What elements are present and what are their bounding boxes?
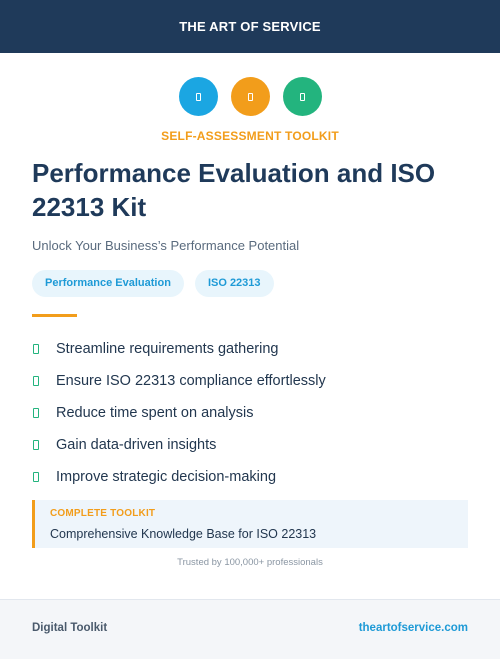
green-circle-icon [282,77,322,116]
benefit-text: Improve strategic decision-making [56,469,277,485]
footer: Digital Toolkit theartofservice.com [0,599,500,659]
toolkit-callout: COMPLETE TOOLKIT Comprehensive Knowledge… [32,500,468,548]
benefit-text: Gain data-driven insights [56,437,217,453]
brand-name: THE ART OF SERVICE [179,19,321,34]
tag-list: Performance Evaluation ISO 22313 [32,270,274,297]
blue-glyph-icon [195,92,201,101]
list-item: Ensure ISO 22313 compliance effortlessly [32,365,326,397]
check-icon [33,344,39,354]
top-banner: THE ART OF SERVICE [0,0,500,53]
footer-label: Digital Toolkit [32,622,108,634]
orange-circle-icon [230,77,270,116]
check-icon [33,440,39,450]
benefit-text: Ensure ISO 22313 compliance effortlessly [56,373,326,389]
page-title: Performance Evaluation and ISO 22313 Kit [32,158,436,222]
icon-row [0,77,500,116]
footer-link[interactable]: theartofservice.com [358,622,468,634]
trust-note: Trusted by 100,000+ professionals [177,557,323,568]
callout-label: COMPLETE TOOLKIT [50,508,156,519]
benefit-text: Reduce time spent on analysis [56,405,254,421]
list-item: Gain data-driven insights [32,429,326,461]
benefit-list: Streamline requirements gathering Ensure… [32,333,326,493]
tag-performance-evaluation: Performance Evaluation [32,270,184,297]
list-item: Reduce time spent on analysis [32,397,326,429]
list-item: Improve strategic decision-making [32,461,326,493]
eyebrow-label: SELF-ASSESSMENT TOOLKIT [161,129,339,143]
page-subtitle: Unlock Your Business’s Performance Poten… [32,238,300,253]
accent-divider [32,314,77,317]
check-icon [33,472,39,482]
callout-value: Comprehensive Knowledge Base for ISO 223… [50,527,317,541]
benefit-text: Streamline requirements gathering [56,341,279,357]
green-glyph-icon [299,92,305,101]
blue-circle-icon [178,77,218,116]
tag-iso-22313: ISO 22313 [194,270,274,297]
check-icon [33,376,39,386]
list-item: Streamline requirements gathering [32,333,326,365]
check-icon [33,408,39,418]
orange-glyph-icon [247,92,253,101]
